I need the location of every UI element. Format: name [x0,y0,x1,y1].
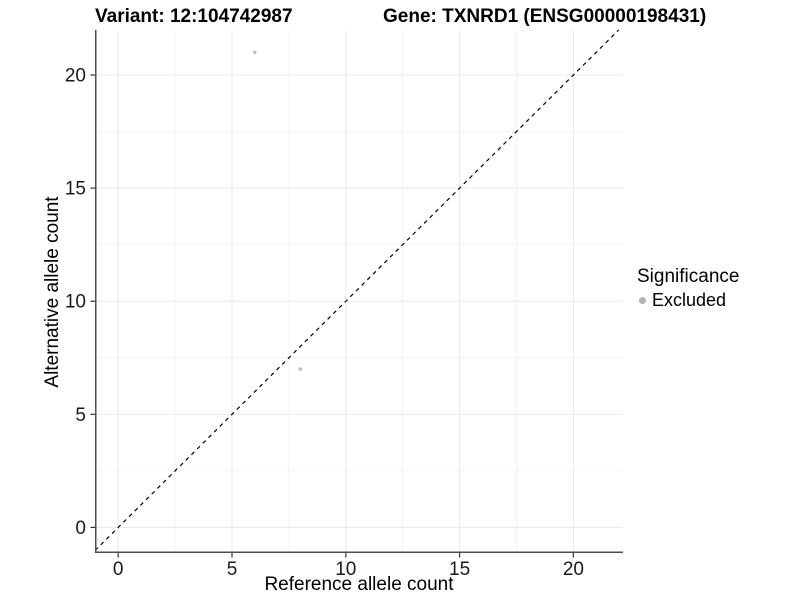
y-tick-label: 15 [65,179,86,200]
x-axis-title: Reference allele count [264,574,454,595]
plot-panel: 0 5 10 15 20 0 5 10 15 20 [65,29,623,580]
x-tick-label: 20 [563,559,584,580]
legend: Significance Excluded [633,266,739,310]
y-axis-title: Alternative allele count [42,196,63,388]
x-tick-label: 5 [227,559,238,580]
legend-point-icon [639,296,646,304]
plot-title-variant: Variant: 12:104742987 [95,6,293,27]
y-tick-label: 5 [75,405,86,426]
x-tick-label: 15 [449,559,470,580]
x-tick-label: 0 [113,559,124,580]
data-point [298,367,303,371]
data-point [252,50,257,55]
y-tick-label: 10 [65,292,86,313]
legend-entry-label: Excluded [652,290,727,310]
plot-canvas: 0 5 10 15 20 0 5 10 15 20 [65,29,623,580]
legend-entry-excluded: Excluded [633,290,739,310]
plot-title-gene: Gene: TXNRD1 (ENSG00000198431) [383,6,707,27]
y-tick-label: 0 [75,518,86,539]
identity-dashed-line [94,29,620,551]
y-tick-label: 20 [65,66,86,87]
legend-title: Significance [637,266,740,287]
x-tick-label: 10 [335,559,356,580]
